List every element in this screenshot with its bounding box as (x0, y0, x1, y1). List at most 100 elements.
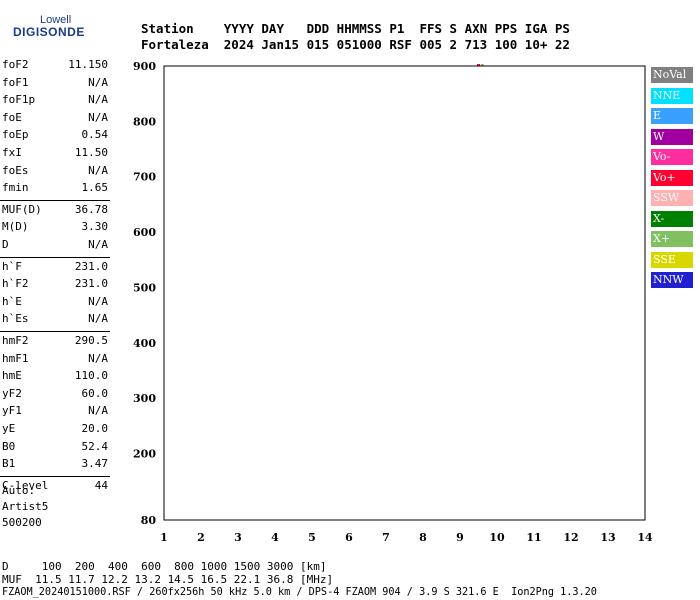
plot-frame (163, 65, 646, 521)
logo-name: DIGISONDE (13, 25, 85, 39)
param-name: B0 (2, 439, 16, 453)
x-tick-label: 10 (489, 531, 505, 544)
y-tick-label: 300 (133, 392, 156, 405)
panel-separator (0, 331, 110, 332)
footer-file-info: FZAOM_20240151000.RSF / 260fx256h 50 kHz… (2, 587, 597, 598)
param-value: N/A (88, 75, 108, 89)
param-row: hmF1 N/A (2, 352, 108, 370)
legend-entry: NNE (651, 87, 693, 104)
x-tick-label: 9 (456, 531, 464, 544)
param-value: N/A (88, 312, 108, 326)
param-row: C-level 44 (2, 479, 108, 497)
param-value: 3.30 (81, 220, 109, 234)
param-value: 20.0 (81, 422, 109, 435)
param-row: h`F2 231.0 (2, 277, 108, 295)
param-row: M(D) 3.30 (2, 220, 108, 238)
param-value: 0.54 (81, 128, 109, 142)
param-name: foF1 (2, 75, 29, 89)
param-name: yF2 (2, 386, 22, 400)
param-name: yE (2, 422, 16, 435)
param-name: foF1p (2, 93, 36, 107)
param-name: h`Es (2, 312, 29, 326)
x-tick-label: 3 (234, 531, 242, 544)
panel-separator (0, 199, 110, 201)
param-row: foF1p N/A (2, 93, 108, 111)
param-row: yF1 N/A (2, 404, 108, 422)
param-value: 44 (94, 478, 108, 492)
param-name: foEp (2, 128, 29, 142)
param-name: h`F (2, 259, 22, 273)
legend-entry: NoVal (651, 67, 693, 83)
x-tick-label: 8 (419, 531, 427, 544)
legend-entry: NNW (651, 272, 693, 288)
param-value: 290.5 (74, 334, 108, 347)
x-tick-label: 1 (160, 531, 168, 544)
param-row: D N/A (2, 238, 108, 256)
param-value: 110.0 (74, 369, 108, 383)
y-tick-label: 700 (133, 171, 156, 184)
param-row: foEp 0.54 (2, 128, 108, 146)
param-value: 11.150 (68, 58, 108, 71)
param-name: yF1 (2, 404, 22, 418)
auto-method: Artist5 (2, 500, 49, 513)
y-tick-label: 600 (133, 226, 156, 239)
legend-entry: W (651, 128, 693, 145)
param-row: B0 52.4 (2, 440, 108, 458)
param-value: N/A (88, 163, 108, 177)
param-row: yE 20.0 (2, 422, 108, 440)
y-tick-label: 500 (133, 281, 156, 294)
legend-entry: E (651, 108, 693, 124)
param-value: N/A (88, 351, 108, 365)
legend-entry: SSW (651, 190, 693, 206)
param-value: N/A (88, 294, 108, 308)
legend-entry: Vo+ (651, 169, 693, 186)
param-row: h`F 231.0 (2, 260, 108, 278)
header-line-2: Fortaleza 2024 Jan15 015 051000 RSF 005 … (141, 37, 570, 52)
param-name: hmE (2, 369, 22, 383)
param-row: yF2 60.0 (2, 387, 108, 405)
param-row: foEs N/A (2, 164, 108, 182)
param-row: MUF(D) 36.78 (2, 203, 108, 221)
y-tick-label: 200 (133, 448, 156, 461)
param-row: h`E N/A (2, 295, 108, 313)
param-value: 52.4 (81, 439, 109, 453)
y-tick-label: 800 (133, 115, 156, 128)
param-value: 11.50 (74, 146, 108, 159)
param-name: B1 (2, 457, 16, 471)
param-row: fxI 11.50 (2, 146, 108, 164)
param-value: 60.0 (81, 386, 109, 400)
param-name: hmF1 (2, 351, 29, 365)
legend-entry: X- (651, 210, 693, 227)
legend-entry: X+ (651, 231, 693, 247)
param-value: N/A (88, 110, 108, 124)
x-tick-label: 6 (345, 531, 353, 544)
panel-separator (0, 256, 110, 258)
param-value: 231.0 (74, 259, 108, 273)
legend-entry: SSE (651, 251, 693, 268)
x-tick-label: 7 (382, 531, 390, 544)
chart-axes: 1 2 3 4 5 6 7 8 9 10 11 12 13 14802003004005006007008… (133, 60, 653, 544)
auto-label: Auto: (2, 484, 36, 497)
param-name: fxI (2, 146, 22, 159)
param-row: hmF2 290.5 (2, 334, 108, 352)
x-tick-label: 4 (271, 531, 279, 544)
y-tick-label: 400 (133, 337, 156, 350)
param-name: h`E (2, 294, 22, 308)
logo-brand: Lowell (40, 14, 72, 26)
param-value: N/A (88, 404, 108, 418)
param-row: B1 3.47 (2, 457, 108, 475)
param-value: 1.65 (81, 181, 109, 195)
param-row: h`Es N/A (2, 312, 108, 330)
param-name: hmF2 (2, 334, 29, 347)
param-name: C-level (2, 478, 49, 492)
param-name: foEs (2, 163, 29, 177)
param-value: 36.78 (74, 202, 108, 216)
footer-distance-row: D 100 200 400 600 800 1000 1500 3000 [km… (2, 560, 327, 573)
param-row: foF1 N/A (2, 76, 108, 94)
footer-muf-row: MUF 11.5 11.7 12.2 13.2 14.5 16.5 22.1 3… (2, 573, 334, 586)
x-tick-label: 12 (563, 531, 578, 544)
param-name: M(D) (2, 220, 29, 234)
header-line-1: Station YYYY DAY DDD HHMMSS P1 FFS S AXN… (141, 21, 570, 36)
param-name: h`F2 (2, 277, 29, 291)
